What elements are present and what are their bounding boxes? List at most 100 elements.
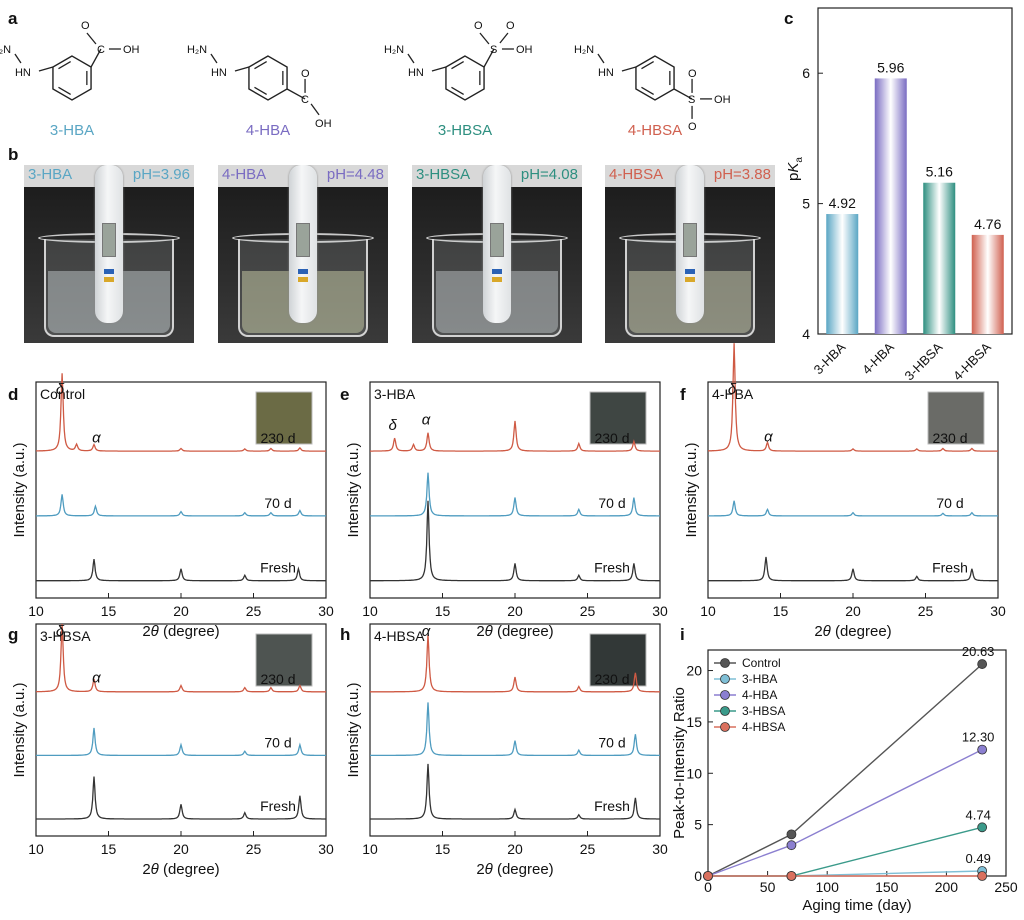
atom-oh: OH (123, 44, 140, 56)
ph-meter (95, 165, 123, 323)
x-tick-label: 20 (173, 603, 189, 619)
trace-label: 230 d (594, 430, 629, 446)
atom-o: O (506, 20, 515, 32)
molecule-name: 4-HBA (246, 122, 290, 139)
film-photo-inset (927, 391, 985, 445)
phase-annotation: δ (388, 417, 397, 434)
atom-oh: OH (516, 44, 533, 56)
x-tick-label: 20 (845, 603, 861, 619)
ph-meter-display (490, 223, 504, 257)
panel-letter-f: f (680, 385, 686, 404)
bar-3-HBA (826, 214, 859, 334)
sample-label: 4-HBSA (374, 628, 425, 644)
x-axis-label: Aging time (day) (802, 897, 911, 914)
trace-label: 230 d (594, 671, 629, 687)
bar-value-label: 4.92 (829, 195, 856, 211)
panel-letter-h: h (340, 625, 350, 644)
y-axis-label: Intensity (a.u.) (11, 682, 28, 777)
y-tick-label: 15 (686, 714, 702, 730)
trace-Fresh (36, 776, 326, 820)
ph-photo-4-HBA: 4-HBA pH=4.48 (218, 165, 388, 343)
trace-230-d (708, 343, 998, 452)
molecule-name: 4-HBSA (628, 122, 682, 139)
x-tick-label: 250 (994, 879, 1018, 895)
photo-ph-value: pH=3.96 (132, 166, 190, 183)
series-point-Control (786, 829, 797, 840)
y-tick-label: 20 (686, 663, 702, 679)
x-tick-label: 15 (435, 841, 451, 857)
film-photo-inset (589, 391, 647, 445)
trace-label: 230 d (260, 430, 295, 446)
trace-label: 70 d (598, 495, 625, 511)
trace-label: 70 d (936, 495, 963, 511)
y-tick-label: 6 (802, 65, 810, 81)
x-tick-label: 15 (773, 603, 789, 619)
atom-central: S (490, 44, 497, 56)
trace-label: 230 d (260, 671, 295, 687)
y-axis-label: Intensity (a.u.) (683, 442, 700, 537)
photo-ph-value: pH=3.88 (713, 166, 771, 183)
double-bond (58, 61, 71, 70)
panel-letter-d: d (8, 385, 18, 404)
y-tick-label: 5 (694, 817, 702, 833)
atom-o: O (688, 68, 697, 80)
x-tick-label: 4-HBSA (950, 339, 994, 383)
ph-meter (483, 165, 511, 323)
x-tick-label: 50 (760, 879, 776, 895)
ph-photo-3-HBA: 3-HBA pH=3.96 (24, 165, 194, 343)
bond (90, 48, 102, 68)
x-tick-label: 15 (435, 603, 451, 619)
x-tick-label: 3-HBA (811, 339, 849, 377)
y-tick-label: 5 (802, 196, 810, 212)
bond (597, 53, 605, 64)
series-point-Control (977, 659, 988, 669)
panel-letter-e: e (340, 385, 349, 404)
x-tick-label: 10 (362, 603, 378, 619)
panel-g-xrd: 10 15 20 25 30 2θ (degree) Intensity (a.u.) 3-H… (11, 623, 334, 878)
trace-70-d (370, 702, 660, 757)
x-tick-label: 25 (246, 841, 262, 857)
legend-marker (720, 706, 730, 716)
x-axis-label: 2θ (degree) (142, 623, 219, 640)
molecule-4-HBSA: HN H₂N S O O OH 4-HBSA (574, 44, 731, 139)
legend-entry: 3-HBSA (742, 704, 785, 718)
photo-sample-label: 4-HBSA (609, 166, 664, 183)
end-value-label: 20.63 (962, 644, 995, 659)
x-tick-label: 25 (580, 841, 596, 857)
double-bond (254, 61, 267, 70)
photo-ph-value: pH=4.48 (326, 166, 384, 183)
x-tick-label: 150 (875, 879, 899, 895)
bar-value-label: 5.16 (926, 164, 953, 180)
series-point-4-HBA (977, 744, 988, 755)
y-axis-label: Intensity (a.u.) (345, 682, 362, 777)
series-point-4-HBSA (703, 871, 713, 881)
phase-annotation: δ (56, 381, 65, 398)
legend-entry: 3-HBA (742, 672, 777, 686)
trace-Fresh (36, 559, 326, 582)
benzene-ring (445, 55, 485, 101)
photo-sample-label: 3-HBSA (416, 166, 471, 183)
panel-letter-b: b (8, 145, 18, 164)
series-line-4-HBA (707, 748, 983, 877)
atom-o: O (688, 121, 697, 133)
x-tick-label: 30 (990, 603, 1006, 619)
panel-i-line-chart: 0 50 100 150 200 250 0 5 10 15 20 Aging time (day) P… (671, 644, 1018, 914)
bond (86, 32, 97, 45)
atom-hn: HN (408, 67, 424, 79)
trace-70-d (708, 500, 998, 517)
phase-annotation: α (422, 623, 431, 640)
panel-h-xrd: 10 15 20 25 30 2θ (degree) Intensity (a.u.) 4-H… (345, 623, 668, 878)
series-point-3-HBSA (977, 822, 988, 833)
ph-meter (676, 165, 704, 323)
trace-230-d (36, 623, 326, 693)
bond (407, 53, 415, 64)
bond (210, 53, 218, 64)
atom-hn: HN (211, 67, 227, 79)
x-tick-label: 0 (704, 879, 712, 895)
x-axis-label: 2θ (degree) (476, 861, 553, 878)
trace-label: Fresh (594, 798, 630, 814)
trace-70-d (370, 472, 660, 517)
